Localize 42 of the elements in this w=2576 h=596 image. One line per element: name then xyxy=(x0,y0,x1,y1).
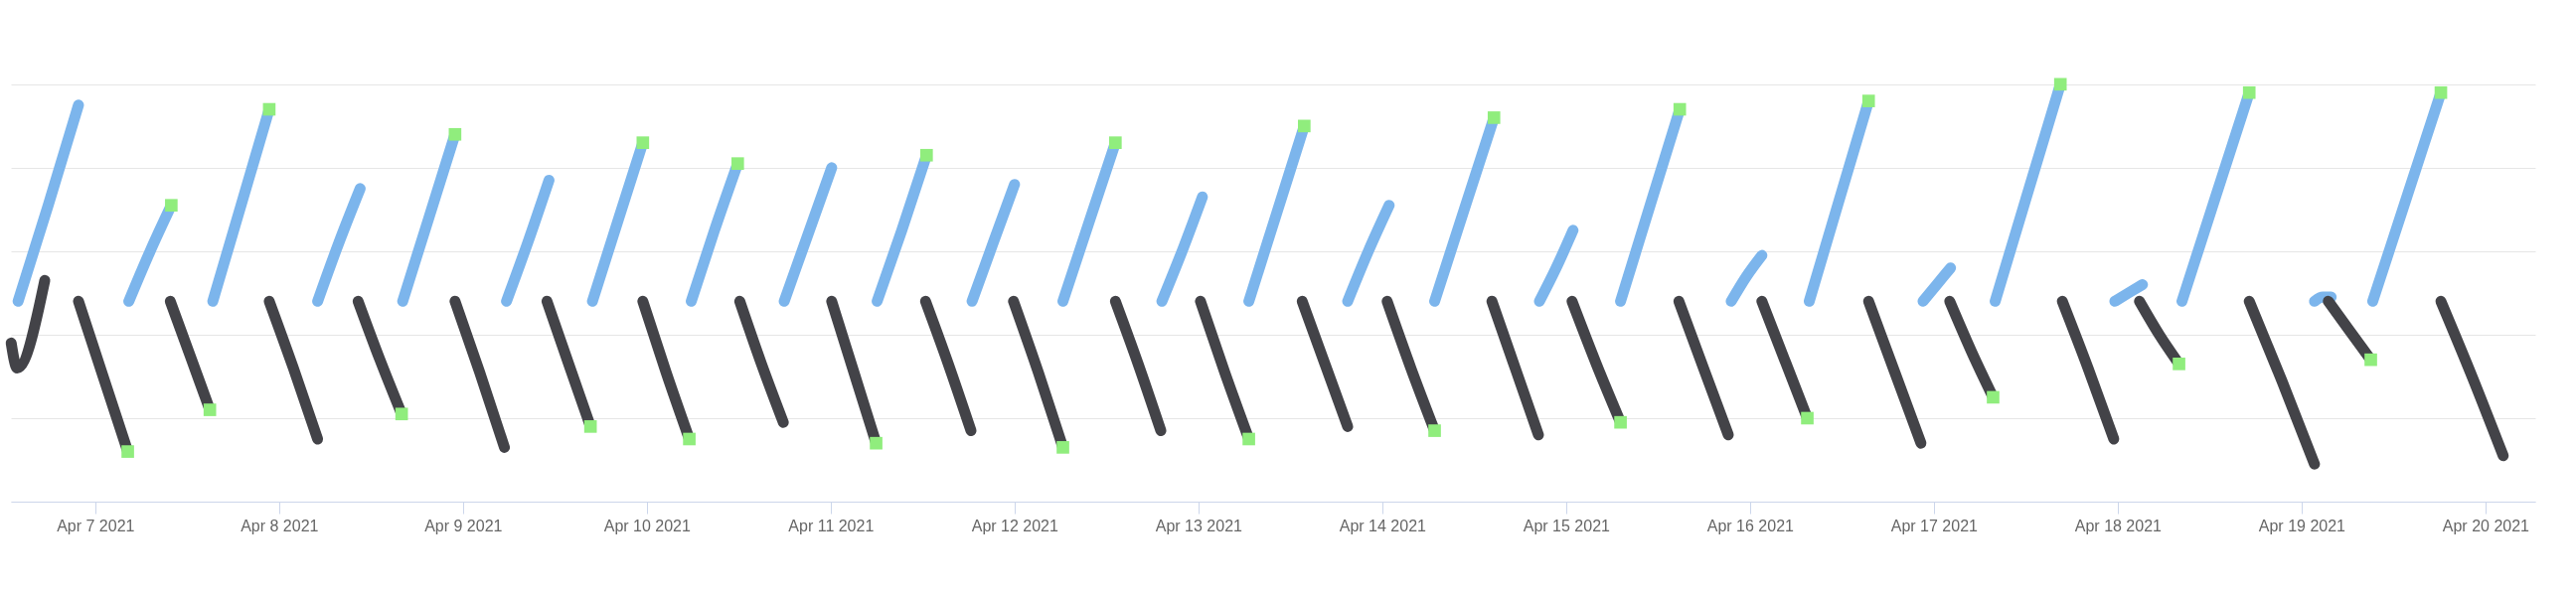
point xyxy=(2364,353,2377,367)
point xyxy=(165,199,178,212)
point xyxy=(919,148,933,162)
x-tick-label: Apr 19 2021 xyxy=(2258,517,2346,534)
point xyxy=(2053,77,2067,91)
x-tick-label: Apr 18 2021 xyxy=(2074,517,2163,534)
point xyxy=(1056,441,1069,454)
x-tick-label: Apr 9 2021 xyxy=(424,517,503,534)
point xyxy=(2434,85,2448,99)
x-tick-label: Apr 14 2021 xyxy=(1339,517,1427,534)
x-tick-label: Apr 12 2021 xyxy=(971,517,1059,534)
point xyxy=(1861,94,1875,107)
point xyxy=(636,136,650,149)
point xyxy=(1614,415,1627,429)
point xyxy=(583,420,597,433)
point xyxy=(870,436,883,450)
x-tick-label: Apr 7 2021 xyxy=(57,517,135,534)
point xyxy=(1801,411,1814,425)
point xyxy=(2242,85,2256,99)
x-tick-label: Apr 13 2021 xyxy=(1155,517,1243,534)
point xyxy=(1673,102,1687,116)
point xyxy=(683,432,696,446)
x-tick-label: Apr 17 2021 xyxy=(1890,517,1979,534)
x-tick-label: Apr 10 2021 xyxy=(603,517,692,534)
x-tick-label: Apr 16 2021 xyxy=(1706,517,1795,534)
point xyxy=(1109,136,1122,149)
x-tick-label: Apr 8 2021 xyxy=(241,517,319,534)
point xyxy=(1298,119,1311,133)
point xyxy=(203,403,217,416)
x-tick-label: Apr 11 2021 xyxy=(788,517,875,534)
point xyxy=(2173,358,2185,371)
point xyxy=(730,157,744,170)
point xyxy=(1987,390,2000,404)
point xyxy=(1428,424,1441,437)
point xyxy=(448,127,462,141)
x-tick-label: Apr 20 2021 xyxy=(2442,517,2530,534)
point xyxy=(395,407,408,421)
point xyxy=(121,445,134,458)
point xyxy=(1242,432,1255,446)
x-tick-label: Apr 15 2021 xyxy=(1523,517,1611,534)
point xyxy=(1487,111,1501,124)
point xyxy=(262,102,276,116)
